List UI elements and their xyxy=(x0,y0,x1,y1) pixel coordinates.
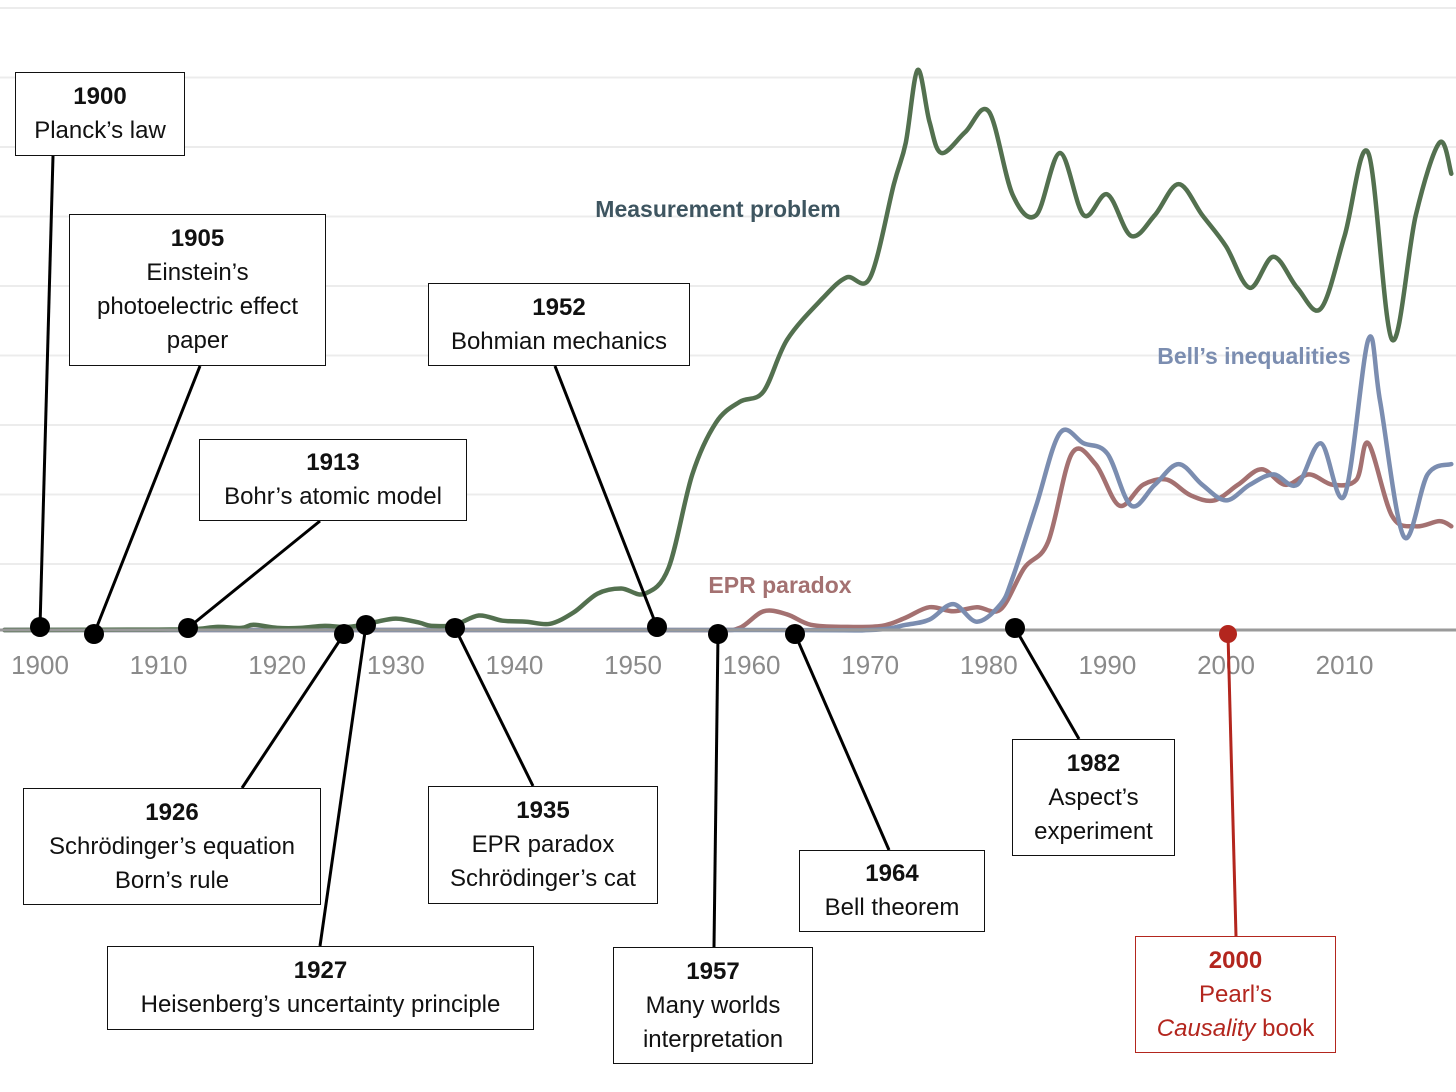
connector-1905 xyxy=(92,365,202,635)
event-dot-1927 xyxy=(356,615,376,635)
event-box-1935: 1935 EPR paradox Schrödinger’s cat xyxy=(428,786,658,904)
event-dot-1905 xyxy=(84,624,104,644)
series-line-bell-s-inequalities xyxy=(2,334,1454,633)
x-tick-label: 1980 xyxy=(960,650,1018,680)
event-description: Many worlds xyxy=(645,991,781,1019)
event-description: Heisenberg’s uncertainty principle xyxy=(140,991,501,1018)
event-description: Bohmian mechanics xyxy=(450,327,668,355)
event-box-2000: 2000 Pearl’s Causality book xyxy=(1135,936,1336,1053)
event-dot-1935 xyxy=(445,618,465,638)
event-box-1964: 1964 Bell theorem xyxy=(799,850,985,932)
x-tick-label: 1990 xyxy=(1078,650,1136,680)
event-year: 1900 xyxy=(73,83,127,110)
event-year: 2000 xyxy=(1208,946,1263,974)
event-box-1913: 1913 Bohr’s atomic model xyxy=(199,439,467,521)
event-year: 1927 xyxy=(293,957,348,984)
event-dot-1913 xyxy=(178,618,198,638)
event-description: Aspect’s xyxy=(1048,783,1139,811)
event-description: Einstein’s xyxy=(146,259,249,286)
event-year: 1982 xyxy=(1066,749,1121,777)
event-description: Pearl’s xyxy=(1199,980,1272,1008)
event-box-1926: 1926 Schrödinger’s equation Born’s rule xyxy=(23,788,321,905)
event-year: 1926 xyxy=(145,798,199,826)
event-year: 1952 xyxy=(532,293,586,321)
event-description: experiment xyxy=(1034,817,1153,845)
event-dot-1952 xyxy=(647,617,667,637)
event-description: EPR paradox xyxy=(471,831,615,858)
event-description: Causality book xyxy=(1156,1014,1315,1042)
event-box-1957: 1957 Many worlds interpretation xyxy=(613,947,813,1064)
event-description: paper xyxy=(166,327,229,354)
event-year: 1905 xyxy=(170,225,225,252)
connector-1964 xyxy=(793,633,891,851)
connector-1935 xyxy=(453,627,535,787)
x-tick-label: 1960 xyxy=(723,650,781,680)
connector-1900 xyxy=(38,155,55,628)
event-year: 1913 xyxy=(306,449,360,476)
event-dot-1982 xyxy=(1005,618,1025,638)
event-dots xyxy=(30,615,1237,644)
series-label-measurement-problem: Measurement problem xyxy=(595,196,840,222)
event-description: Schrödinger’s equation xyxy=(49,832,295,860)
series-labels: Measurement problem Bell’s inequalities EP… xyxy=(595,196,1350,598)
connector-2000 xyxy=(1226,633,1238,937)
connector-1982 xyxy=(1013,627,1081,740)
x-tick-label: 2010 xyxy=(1316,650,1374,680)
connector-1926 xyxy=(240,633,346,789)
event-dot-1964 xyxy=(785,624,805,644)
connector-1952 xyxy=(553,365,659,628)
event-year: 1935 xyxy=(516,797,570,824)
event-description: Schrödinger’s cat xyxy=(450,865,636,892)
event-description: photoelectric effect xyxy=(96,293,298,320)
event-description: Born’s rule xyxy=(114,866,230,894)
event-dot-1926 xyxy=(334,624,354,644)
x-tick-label: 2000 xyxy=(1197,650,1255,680)
connector-1927 xyxy=(318,624,368,947)
x-tick-label: 1920 xyxy=(248,650,306,680)
connector-1957 xyxy=(712,633,720,948)
event-description: interpretation xyxy=(642,1025,784,1053)
event-dot-2000 xyxy=(1219,625,1237,643)
x-tick-label: 1940 xyxy=(485,650,543,680)
event-description: Bell theorem xyxy=(824,894,960,921)
x-tick-label: 1950 xyxy=(604,650,662,680)
event-box-1927: 1927 Heisenberg’s uncertainty principle xyxy=(107,946,534,1030)
x-tick-label: 1930 xyxy=(367,650,425,680)
event-connectors xyxy=(38,155,1238,948)
event-box-1952: 1952 Bohmian mechanics xyxy=(428,283,690,366)
x-axis-ticks: 1900 1910 1920 1930 1940 1950 1960 1970 1980 1990… xyxy=(11,650,1373,680)
event-year: 1964 xyxy=(865,860,919,887)
event-dot-1957 xyxy=(708,624,728,644)
series-label-bell-s-inequalities: Bell’s inequalities xyxy=(1157,343,1350,369)
event-box-1982: 1982 Aspect’s experiment xyxy=(1012,739,1175,856)
connector-1913 xyxy=(187,519,321,630)
event-description: Bohr’s atomic model xyxy=(224,483,442,510)
x-tick-label: 1910 xyxy=(130,650,188,680)
series-label-epr-paradox: EPR paradox xyxy=(708,572,851,598)
event-italic-title: Causality xyxy=(1156,1014,1256,1042)
event-box-1905: 1905 Einstein’s photoelectric effect paper xyxy=(69,214,326,366)
x-tick-label: 1900 xyxy=(11,650,69,680)
event-description: Planck’s law xyxy=(34,117,166,144)
event-dot-1900 xyxy=(30,617,50,637)
x-tick-label: 1970 xyxy=(841,650,899,680)
event-year: 1957 xyxy=(686,957,740,985)
event-box-1900: 1900 Planck’s law xyxy=(15,72,185,156)
